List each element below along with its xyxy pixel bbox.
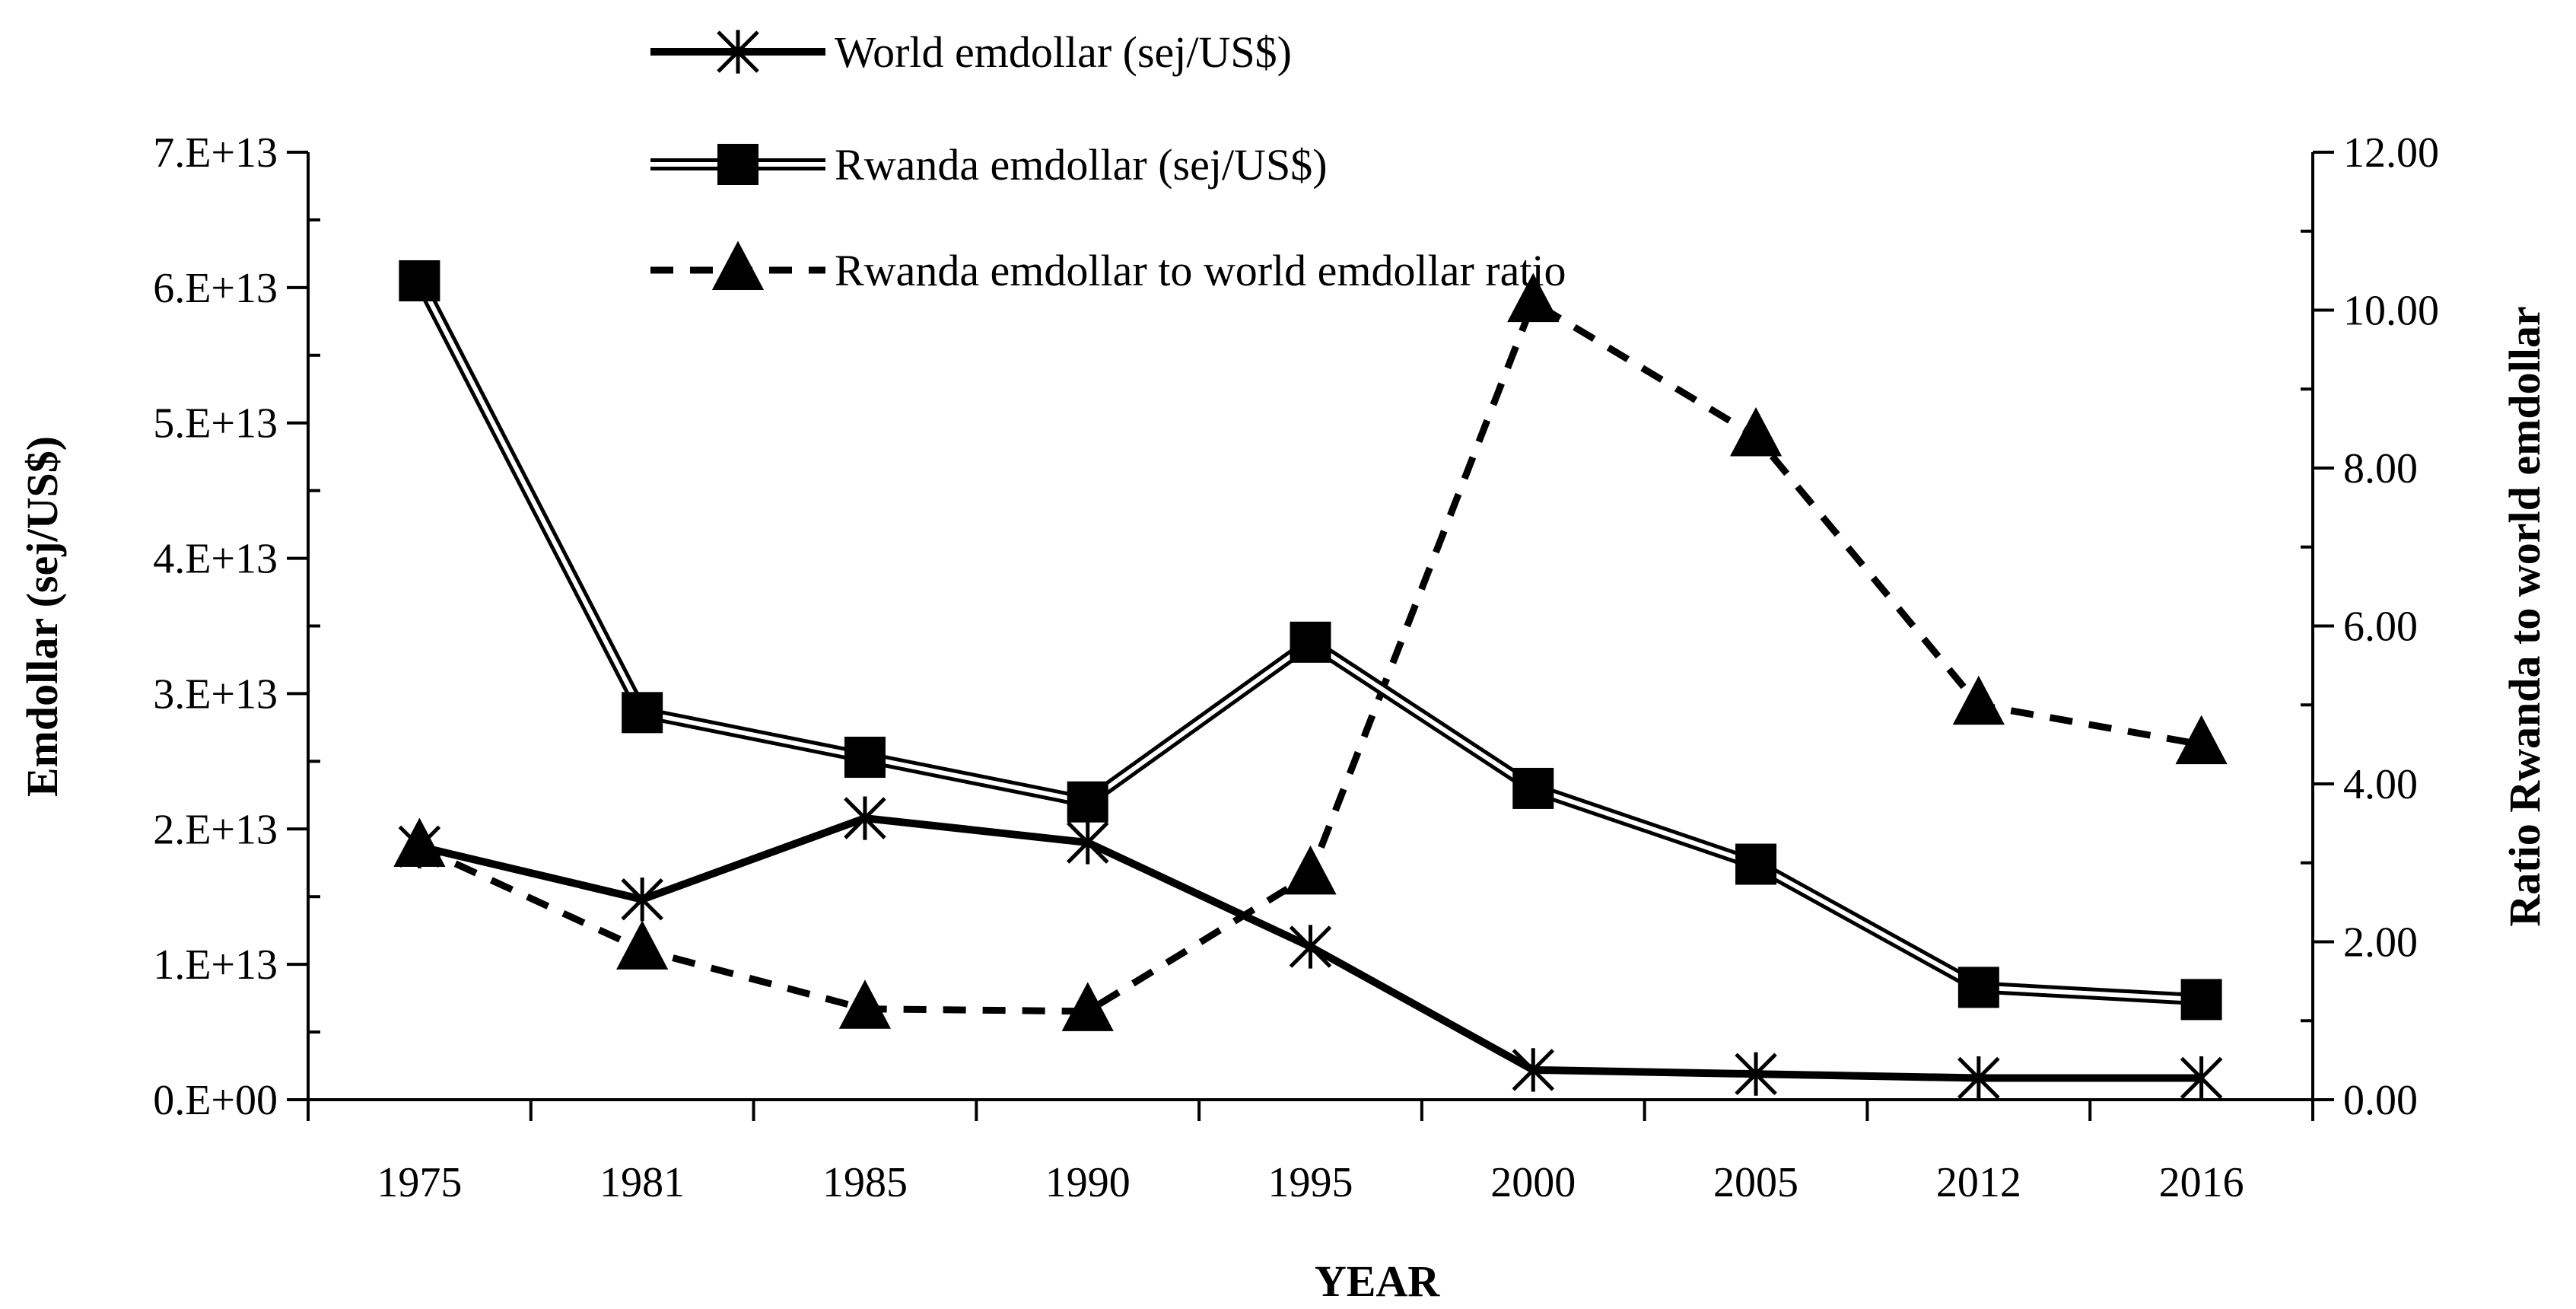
y2-tick-label: 12.00 xyxy=(2343,129,2439,177)
y2-tick-label: 6.00 xyxy=(2343,604,2418,651)
data-point xyxy=(621,877,663,922)
y-tick-label: 0.E+00 xyxy=(153,1077,278,1124)
x-tick-label: 1975 xyxy=(377,1159,462,1206)
y-tick-label: 5.E+13 xyxy=(153,400,278,447)
axes: 0.E+00 1.E+13 2.E+13 3.E+13 4.E+13 5.E+13 6.E+… xyxy=(153,129,2439,1206)
data-point xyxy=(2180,1056,2223,1100)
data-point xyxy=(1952,675,2005,725)
y-tick-label: 4.E+13 xyxy=(153,536,278,583)
x-tick-label: 2000 xyxy=(1490,1159,1576,1206)
data-point xyxy=(1061,982,1114,1031)
legend-label: World emdollar (sej/US$) xyxy=(835,27,1292,77)
y-tick-label: 1.E+13 xyxy=(153,941,278,989)
y2-tick-label: 8.00 xyxy=(2343,445,2418,492)
data-point xyxy=(2180,979,2222,1021)
data-point xyxy=(1512,767,1554,809)
y2-tick-label: 10.00 xyxy=(2343,288,2439,335)
x-tick-label: 2016 xyxy=(2159,1159,2244,1206)
y-tick-label: 3.E+13 xyxy=(153,670,278,718)
y2-axis-title: Ratio Rwanda to world emdollar xyxy=(2500,306,2549,926)
data-point xyxy=(838,979,892,1029)
x-tick-label: 2012 xyxy=(1936,1159,2021,1206)
data-point xyxy=(844,796,886,840)
data-point xyxy=(1067,781,1108,823)
y-tick-label: 6.E+13 xyxy=(153,265,278,312)
x-tick-label: 1985 xyxy=(822,1159,908,1206)
series-2 xyxy=(393,272,2228,1031)
legend-item: Rwanda emdollar to world emdollar ratio xyxy=(650,240,1566,295)
data-point xyxy=(1507,272,1560,323)
data-point xyxy=(1284,845,1337,895)
data-point xyxy=(398,824,441,869)
legend-item: World emdollar (sej/US$) xyxy=(650,27,1292,77)
x-axis-title: YEAR xyxy=(1315,1256,1440,1306)
legend-item: Rwanda emdollar (sej/US$) xyxy=(650,140,1328,190)
data-point xyxy=(1729,407,1783,457)
data-point xyxy=(1512,1048,1555,1092)
series-layer xyxy=(393,260,2228,1100)
legend-marker xyxy=(717,144,758,185)
data-point xyxy=(399,260,440,301)
y2-tick-label: 0.00 xyxy=(2343,1077,2418,1124)
data-point xyxy=(616,920,669,970)
y2-tick-label: 2.00 xyxy=(2343,919,2418,967)
series-0 xyxy=(398,796,2223,1100)
data-point xyxy=(622,692,663,734)
legend-label: Rwanda emdollar (sej/US$) xyxy=(835,140,1328,190)
y-tick-label: 2.E+13 xyxy=(153,806,278,853)
y-tick-label: 7.E+13 xyxy=(153,129,278,177)
legend: World emdollar (sej/US$) Rwanda emdollar … xyxy=(650,27,1566,295)
data-point xyxy=(844,737,886,779)
legend-marker xyxy=(711,240,765,291)
data-point xyxy=(1957,967,1999,1008)
data-point xyxy=(2175,715,2228,765)
data-point xyxy=(1957,1056,2000,1100)
y-axis-title: Emdollar (sej/US$) xyxy=(17,436,67,797)
legend-marker xyxy=(717,30,759,74)
x-tick-label: 2005 xyxy=(1713,1159,1798,1206)
x-tick-label: 1981 xyxy=(599,1159,685,1206)
data-point xyxy=(1735,843,1777,885)
series-1 xyxy=(399,260,2222,1021)
data-point xyxy=(1289,925,1332,969)
x-tick-label: 1990 xyxy=(1045,1159,1131,1206)
y2-tick-label: 4.00 xyxy=(2343,761,2418,808)
x-tick-label: 1995 xyxy=(1268,1159,1353,1206)
legend-label: Rwanda emdollar to world emdollar ratio xyxy=(835,246,1566,295)
data-point xyxy=(1290,621,1331,663)
data-point xyxy=(1735,1052,1777,1096)
data-point xyxy=(1066,820,1109,865)
